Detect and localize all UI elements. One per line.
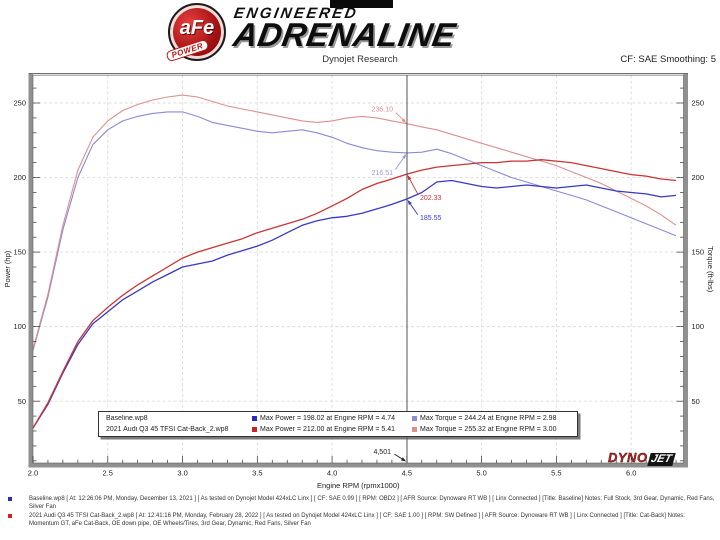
axis-ticks [32,87,684,463]
adrenaline-text: ADRENALINE [230,16,459,53]
annotation-4,501: 4,501 [373,449,391,456]
svg-text:4.5: 4.5 [402,469,412,478]
logo-wordmark: ENGINEERED ADRENALINE [230,5,459,53]
legend-run-name: Baseline.wp8 [106,415,148,422]
svg-text:4.0: 4.0 [327,469,337,478]
top-notch [330,0,393,8]
legend-max-torque: Max Torque = 255.32 at Engine RPM = 3.00 [420,426,557,433]
annotation-236.10: 236.10 [372,107,394,114]
series-power_baseline [32,179,677,429]
torque-series-swatch-icon [412,416,417,421]
afe-adrenaline-logo: aFe ® POWER ENGINEERED ADRENALINE [165,3,459,63]
torque-series-swatch-icon [412,427,417,432]
afe-power-badge-icon: aFe ® POWER [165,3,226,63]
legend-max-power: Max Power = 212.00 at Engine RPM = 5.41 [260,426,396,433]
svg-text:6.0: 6.0 [626,469,636,478]
svg-text:100: 100 [13,322,26,331]
svg-text:150: 150 [13,248,26,257]
axis-labels: 2.0 2.5 3.0 3.5 4.0 4.5 5.0 5.5 6.0 50 50 100 100 150… [3,99,715,490]
runs-legend-box[interactable]: Baseline.wp8 Max Power = 198.02 at Engin… [98,411,578,437]
dynojet-logo-dyno: DYNO [608,450,648,465]
legend-run-name: 2021 Audi Q3 45 TFSI Cat-Back_2.wp8 [106,426,229,433]
afe-badge-text: aFe [179,16,215,39]
run-info-text: 2021 Audi Q3 45 TFSI Cat-Back_2.wp8 [ At… [29,513,685,527]
series-lines [32,94,677,429]
gridlines [33,75,684,463]
svg-text:3.0: 3.0 [177,469,187,478]
svg-text:200: 200 [13,173,26,182]
svg-text:3.5: 3.5 [252,469,262,478]
svg-text:250: 250 [13,99,26,108]
legend-max-power: Max Power = 198.02 at Engine RPM = 4.74 [260,415,396,422]
svg-text:100: 100 [692,322,705,331]
run-info-line-baseline: Baseline.wp8 [ At: 12:26:06 PM, Monday, … [8,496,716,511]
plot-frame [28,73,688,468]
svg-text:250: 250 [692,99,705,108]
run-bullet-icon [8,514,12,518]
power-series-swatch-icon [252,416,257,421]
svg-text:5.0: 5.0 [476,469,486,478]
legend-row-catback: 2021 Audi Q3 45 TFSI Cat-Back_2.wp8 Max … [99,424,577,435]
dyno-chart-plot[interactable]: 2.0 2.5 3.0 3.5 4.0 4.5 5.0 5.5 6.0 50 50 100 100 150… [0,70,720,500]
annotation-216.51: 216.51 [372,170,394,177]
dynojet-logo-jet: JET [646,453,676,466]
dynojet-logo: DYNO JET [608,449,676,467]
svg-text:50: 50 [692,397,700,406]
series-torque_catback [32,94,677,350]
legend-row-baseline: Baseline.wp8 Max Power = 198.02 at Engin… [99,413,577,424]
left-axis-title: Power (hp) [3,250,12,287]
svg-text:150: 150 [692,248,705,257]
svg-text:5.5: 5.5 [551,469,561,478]
power-series-swatch-icon [252,427,257,432]
power-pill-label: POWER [165,38,210,63]
correction-factor-label: CF: SAE Smoothing: 5 [620,54,716,65]
series-power_catback [32,159,677,429]
svg-text:2.5: 2.5 [103,469,113,478]
registered-mark: ® [219,7,224,13]
chart-title: Dynojet Research [322,54,398,65]
svg-text:50: 50 [18,397,26,406]
annotation-202.33: 202.33 [420,195,442,202]
run-bullet-icon [8,497,12,501]
series-torque_baseline [32,111,677,351]
legend-max-torque: Max Torque = 244.24 at Engine RPM = 2.98 [420,415,557,422]
svg-text:2.0: 2.0 [28,469,38,478]
run-info-text: Baseline.wp8 [ At: 12:26:06 PM, Monday, … [29,496,715,510]
svg-text:200: 200 [692,173,705,182]
run-info-line-catback: 2021 Audi Q3 45 TFSI Cat-Back_2.wp8 [ At… [8,513,716,528]
right-axis-title: Torque (ft-lbs) [706,246,715,293]
annotation-185.55: 185.55 [420,215,442,222]
cursor-annotations: 236.10 216.51 202.33 185.55 4,501 [372,107,442,462]
x-axis-title: Engine RPM (rpmx1000) [317,481,400,490]
